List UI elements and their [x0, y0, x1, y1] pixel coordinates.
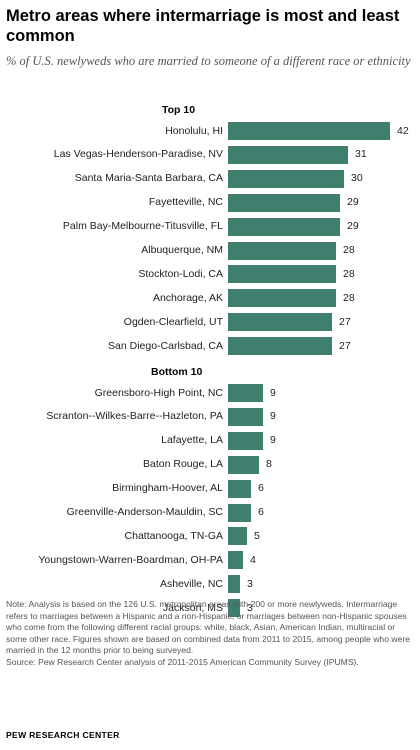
- top10-value-label: 28: [343, 244, 355, 256]
- bottom10-value-label: 6: [258, 506, 264, 518]
- bottom10-category-label: Greensboro-High Point, NC: [94, 386, 223, 399]
- top10-value-label: 27: [339, 339, 351, 352]
- bottom10-category-label: Jackson, MS: [162, 601, 223, 614]
- top10-category-label: Fayetteville, NC: [148, 196, 223, 209]
- top10-category-label: Albuquerque, NM: [141, 244, 223, 256]
- top10-category-label: Santa Maria-Santa Barbara, CA: [74, 172, 223, 185]
- bottom10-category-label: Birmingham-Hoover, AL: [112, 482, 223, 495]
- top10-category-label: Anchorage, AK: [152, 291, 223, 304]
- bottom10-bar: [228, 503, 251, 522]
- top10-bar: [228, 217, 340, 236]
- note-text: Note: Analysis is based on the 126 U.S. …: [6, 599, 410, 656]
- top10-bar: [228, 169, 344, 188]
- bottom10-value-label: 9: [270, 410, 276, 423]
- top10-category-label: San Diego-Carlsbad, CA: [108, 339, 223, 352]
- bottom10-value-label: 6: [258, 482, 264, 495]
- top10-bar: [228, 241, 336, 260]
- brand-logo-text: PEW RESEARCH CENTER: [6, 730, 120, 740]
- top10-bar: [228, 337, 332, 356]
- top10-bar: [228, 265, 336, 284]
- top10-bar: [228, 145, 348, 164]
- top10-value-label: 31: [355, 148, 367, 161]
- bottom10-bar: [228, 384, 263, 402]
- bottom10-bar: [228, 407, 263, 426]
- top10-value-label: 27: [339, 315, 351, 328]
- bottom10-value-label: 8: [266, 458, 272, 471]
- bottom10-value-label: 5: [254, 529, 260, 542]
- top10-bar: [228, 313, 332, 332]
- chart-subtitle: % of U.S. newlyweds who are married to s…: [6, 54, 411, 68]
- top10-value-label: 42: [397, 124, 409, 137]
- bottom10-bar: [228, 455, 259, 474]
- bottom10-section-label: Bottom 10: [151, 366, 203, 378]
- source-text: Source: Pew Research Center analysis of …: [6, 656, 359, 667]
- bottom10-bar: [228, 527, 247, 546]
- bottom10-bar: [228, 575, 240, 594]
- bottom10-value-label: 9: [270, 386, 276, 399]
- bottom10-category-label: Chattanooga, TN-GA: [124, 529, 223, 542]
- top10-category-label: Honolulu, HI: [165, 124, 223, 137]
- top10-category-label: Palm Bay-Melbourne-Titusville, FL: [62, 220, 223, 233]
- top10-bar: [228, 289, 336, 308]
- top10-bar: [228, 122, 390, 140]
- chart-title: Metro areas where intermarriage is most …: [6, 7, 400, 45]
- bottom10-category-label: Youngstown-Warren-Boardman, OH-PA: [38, 553, 223, 566]
- top10-value-label: 30: [351, 172, 363, 185]
- bottom10-category-label: Baton Rouge, LA: [143, 458, 223, 471]
- top10-category-label: Ogden-Clearfield, UT: [123, 315, 223, 328]
- bottom10-value-label: 9: [270, 434, 276, 447]
- bottom10-category-label: Asheville, NC: [159, 577, 223, 590]
- bottom10-bar: [228, 551, 243, 570]
- top10-bar: [228, 193, 340, 212]
- bottom10-bar: [228, 479, 251, 498]
- top10-value-label: 28: [343, 291, 355, 304]
- chart-note: Note: Analysis is based on the 126 U.S. …: [6, 599, 416, 669]
- bottom10-category-label: Lafayette, LA: [161, 434, 223, 447]
- top10-category-label: Stockton-Lodi, CA: [138, 267, 223, 280]
- top10-value-label: 29: [347, 220, 359, 233]
- bottom10-value-label: 4: [250, 553, 256, 566]
- bottom10-value-label: 3: [247, 601, 253, 614]
- bottom10-category-label: Scranton--Wilkes-Barre--Hazleton, PA: [46, 410, 223, 423]
- bottom10-value-label: 3: [247, 577, 253, 590]
- bottom10-bar: [228, 431, 263, 450]
- top10-value-label: 29: [347, 196, 359, 209]
- top10-section-label: Top 10: [162, 104, 196, 116]
- top10-value-label: 28: [343, 267, 355, 280]
- bottom10-category-label: Greenville-Anderson-Mauldin, SC: [66, 506, 223, 518]
- bottom10-bar: [228, 599, 240, 618]
- top10-category-label: Las Vegas-Henderson-Paradise, NV: [53, 148, 223, 161]
